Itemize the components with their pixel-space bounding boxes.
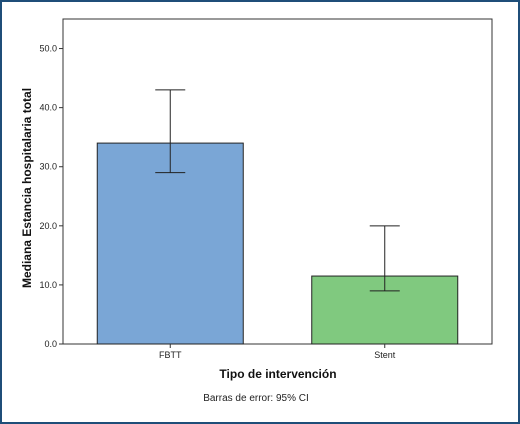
y-axis-title: Mediana Estancia hospitalaria total [20,88,34,288]
y-tick-label: 20.0 [39,221,57,231]
y-tick-label: 0.0 [44,339,57,349]
y-tick-label: 50.0 [39,44,57,54]
x-axis-title: Tipo de intervención [219,367,336,381]
y-tick-label: 40.0 [39,103,57,113]
bar [96,142,244,345]
x-tick-label: FBTT [159,350,182,360]
y-tick-label: 30.0 [39,162,57,172]
error-bar-footnote: Barras de error: 95% CI [203,393,309,404]
y-tick-label: 10.0 [39,280,57,290]
x-tick-label: Stent [374,350,396,360]
